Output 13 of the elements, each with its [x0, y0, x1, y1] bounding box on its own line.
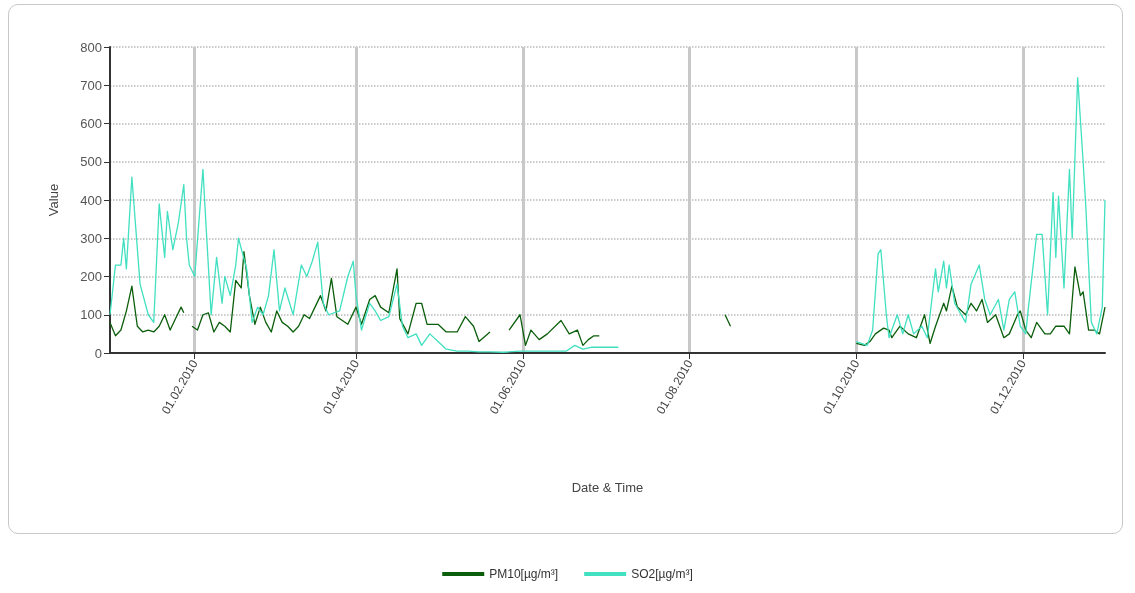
y-tick-label: 200 [80, 269, 102, 284]
y-tick-label: 800 [80, 39, 102, 55]
y-tick-label: 600 [80, 116, 102, 131]
legend-label: PM10[µg/m³] [489, 567, 559, 581]
legend-label: SO2[µg/m³] [631, 567, 693, 581]
x-axis-title: Date & Time [571, 480, 644, 495]
y-tick-label: 100 [80, 307, 102, 323]
y-tick-label: 700 [80, 77, 102, 93]
y-tick-label: 300 [80, 230, 102, 246]
y-tick-label: 0 [94, 345, 102, 361]
y-axis-title: Value [46, 183, 61, 217]
y-tick-label: 400 [80, 192, 102, 208]
y-tick-label: 500 [80, 154, 102, 170]
